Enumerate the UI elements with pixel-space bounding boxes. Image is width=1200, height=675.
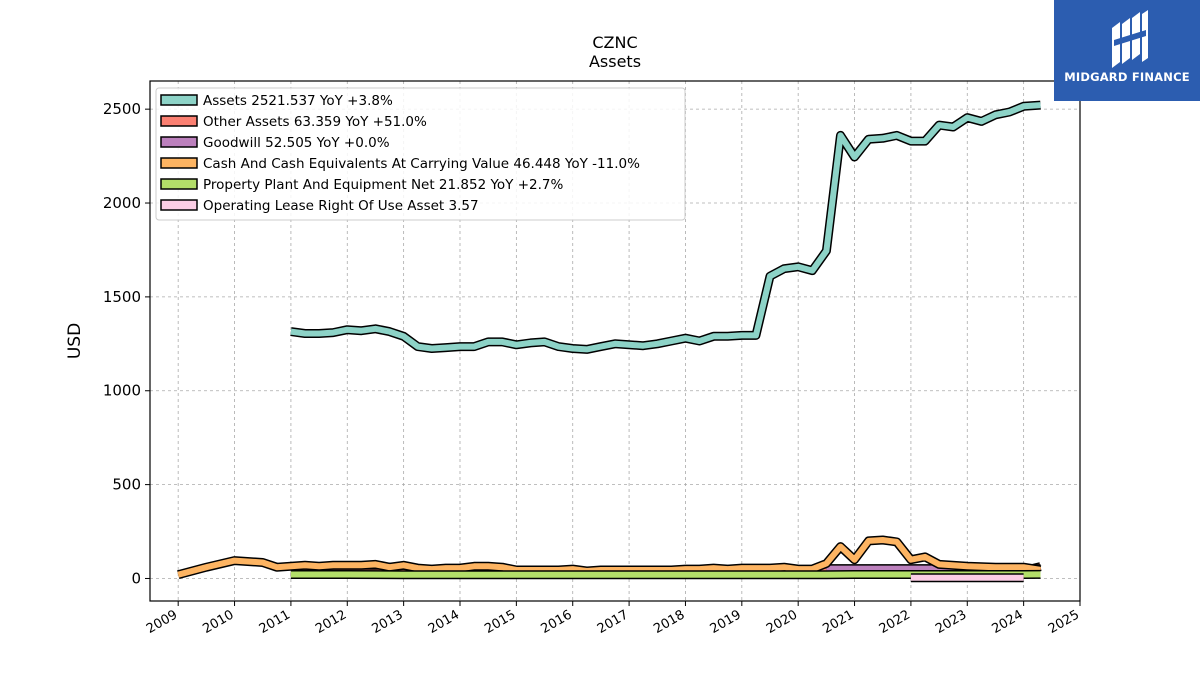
legend-swatch	[160, 157, 198, 169]
x-tick-label: 2018	[651, 607, 687, 637]
legend-swatch	[160, 199, 198, 211]
x-tick-label: 2019	[708, 607, 744, 637]
x-tick-label: 2022	[877, 607, 913, 637]
x-tick-label: 2011	[257, 607, 293, 637]
chart-subtitle: Assets	[589, 52, 641, 71]
x-tick-label: 2015	[482, 607, 518, 637]
legend-swatch	[160, 94, 198, 106]
legend-label: Operating Lease Right Of Use Asset 3.57	[203, 198, 479, 214]
legend-label: Other Assets 63.359 YoY +51.0%	[203, 114, 427, 130]
legend-swatch	[160, 136, 198, 148]
chart-title: CZNC	[592, 33, 637, 52]
series-line	[177, 537, 1041, 578]
y-tick-label: 1000	[103, 382, 141, 400]
x-tick-label: 2010	[200, 607, 236, 637]
x-tick-label: 2025	[1046, 607, 1082, 637]
legend-label: Property Plant And Equipment Net 21.852 …	[203, 177, 563, 193]
series-lines	[177, 100, 1042, 583]
legend: Assets 2521.537 YoY +3.8% Other Assets 63…	[155, 87, 686, 221]
y-tick-label: 0	[131, 569, 141, 587]
midgard-logo-icon	[1112, 10, 1148, 68]
legend-label: Cash And Cash Equivalents At Carrying Va…	[203, 156, 640, 172]
x-tick-label: 2014	[426, 607, 462, 637]
y-axis-label: USD	[65, 323, 85, 359]
x-tick-label: 2016	[539, 607, 575, 637]
x-tick-label: 2021	[820, 607, 856, 637]
legend-box	[155, 87, 686, 221]
x-tick-label: 2023	[933, 607, 969, 637]
y-tick-label: 1500	[103, 288, 141, 306]
series-0	[290, 100, 1041, 354]
x-tick-label: 2020	[764, 607, 800, 637]
x-tick-label: 2012	[313, 607, 349, 637]
series-line	[290, 102, 1041, 353]
y-tick-label: 2500	[103, 100, 141, 118]
legend-swatch	[160, 178, 198, 190]
x-tick-label: 2013	[369, 607, 405, 637]
logo-text: MIDGARD FINANCE	[1064, 70, 1190, 84]
legend-label: Goodwill 52.505 YoY +0.0%	[203, 135, 390, 151]
legend-label: Assets 2521.537 YoY +3.8%	[203, 93, 393, 109]
x-tick-label: 2009	[144, 607, 180, 637]
y-tick-label: 500	[112, 476, 141, 494]
legend-swatch	[160, 115, 198, 127]
plot-frame	[149, 80, 1081, 602]
y-tick-label: 2000	[103, 194, 141, 212]
x-tick-label: 2024	[989, 607, 1025, 637]
series-3	[177, 535, 1042, 580]
x-tick-label: 2017	[595, 607, 631, 637]
midgard-finance-logo: MIDGARD FINANCE	[1054, 0, 1200, 101]
